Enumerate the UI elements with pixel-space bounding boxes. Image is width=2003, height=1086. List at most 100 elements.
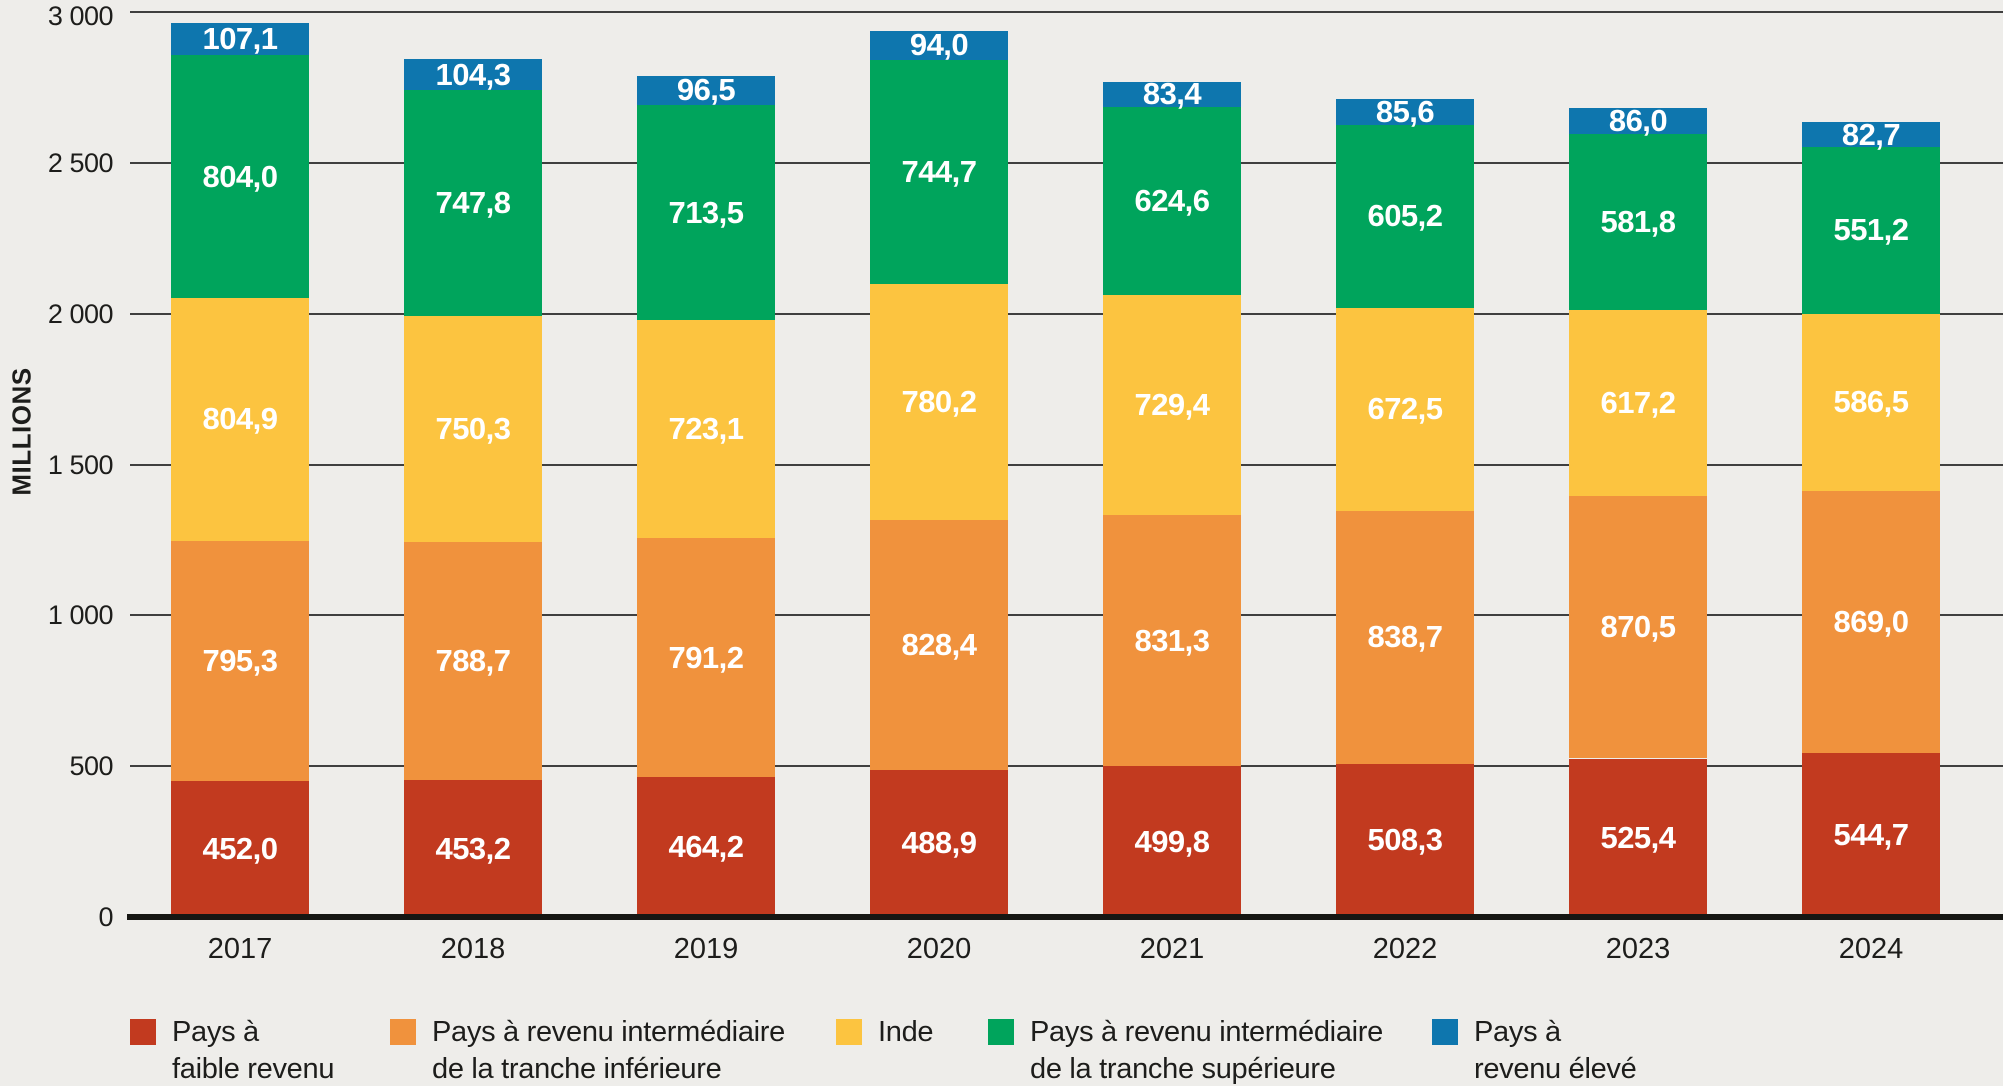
bar-value-label: 788,7	[435, 643, 511, 679]
bar-segment: 869,0	[1802, 490, 1940, 753]
bar-value-label: 729,4	[1134, 387, 1210, 423]
bar-value-label: 85,6	[1375, 94, 1435, 130]
bar-segment: 624,6	[1103, 106, 1241, 296]
gridline	[130, 765, 2003, 768]
legend-label: Pays à revenu élevé	[1474, 1014, 1637, 1086]
bar-segment: 96,5	[637, 72, 775, 107]
legend-label-line: faible revenu	[172, 1053, 335, 1085]
bar-value-label: 94,0	[909, 27, 969, 63]
bar-value-label: 452,0	[202, 830, 278, 866]
legend-label: Pays à revenu intermédiaire de la tranche…	[432, 1014, 785, 1086]
bar-segment: 744,7	[870, 59, 1008, 285]
bar-value-label: 831,3	[1134, 622, 1210, 658]
bar-value-label: 96,5	[676, 72, 736, 108]
x-axis-tick-label: 2020	[906, 933, 972, 965]
bar-value-label: 804,9	[202, 401, 278, 437]
bar-segment: 551,2	[1802, 147, 1940, 314]
bar-segment: 672,5	[1336, 307, 1474, 511]
bar-segment: 499,8	[1103, 766, 1241, 917]
y-axis-tick-label: 500	[69, 751, 113, 782]
x-axis-tick-label: 2017	[207, 933, 273, 965]
bar-segment: 747,8	[404, 90, 542, 316]
gridline	[130, 614, 2003, 617]
bar-value-label: 508,3	[1367, 822, 1443, 858]
bar-segment: 85,6	[1336, 94, 1474, 129]
bar-value-label: 107,1	[202, 21, 278, 57]
bar-value-label: 488,9	[901, 825, 977, 861]
bar-segment: 828,4	[870, 519, 1008, 770]
bar-value-label: 453,2	[435, 830, 511, 866]
bar-value-label: 544,7	[1833, 816, 1909, 852]
legend-label-line: Pays à revenu intermédiaire	[432, 1016, 785, 1048]
bar-segment: 804,9	[171, 297, 309, 541]
legend-label-line: Pays à revenu intermédiaire	[1030, 1016, 1383, 1048]
gridline	[130, 11, 2003, 13]
legend-swatch	[988, 1019, 1014, 1045]
legend-label-line: de la tranche inférieure	[432, 1053, 722, 1085]
bar-segment: 508,3	[1336, 763, 1474, 917]
legend-item: Pays à revenu intermédiaire de la tranche…	[988, 1014, 1383, 1086]
bar-segment: 464,2	[637, 776, 775, 917]
bar-value-label: 869,0	[1833, 603, 1909, 639]
bar-value-label: 672,5	[1367, 391, 1443, 427]
gridline	[130, 312, 2003, 315]
bar-value-label: 747,8	[435, 185, 511, 221]
legend-swatch	[390, 1019, 416, 1045]
legend-label-line: Inde	[878, 1016, 934, 1048]
bar-segment: 713,5	[637, 104, 775, 321]
bar-value-label: 838,7	[1367, 619, 1443, 655]
legend-label: Pays à faible revenu	[172, 1014, 334, 1086]
bar-segment: 104,3	[404, 56, 542, 92]
bar-segment: 795,3	[171, 540, 309, 781]
x-axis-tick-label: 2019	[673, 933, 739, 965]
bar-segment: 452,0	[171, 780, 309, 917]
bar-value-label: 624,6	[1134, 183, 1210, 219]
y-axis-tick-label: 0	[98, 902, 113, 932]
legend-label-line: revenu élevé	[1474, 1053, 1637, 1085]
bar-value-label: 104,3	[435, 56, 511, 92]
bar-segment: 723,1	[637, 320, 775, 539]
bar-value-label: 617,2	[1600, 384, 1676, 420]
legend-label: Pays à revenu intermédiaire de la tranche…	[1030, 1014, 1383, 1086]
y-axis-tick-label: 1 000	[47, 600, 114, 631]
bar-value-label: 795,3	[202, 642, 278, 678]
legend-swatch	[836, 1019, 862, 1045]
bar-segment: 838,7	[1336, 510, 1474, 764]
legend-swatch	[1432, 1019, 1458, 1045]
bar-segment: 83,4	[1103, 76, 1241, 111]
bar-segment: 544,7	[1802, 752, 1940, 917]
legend-item: Pays à faible revenu	[130, 1014, 334, 1086]
bar-value-label: 551,2	[1833, 212, 1909, 248]
legend-label-line: Pays à	[1474, 1016, 1561, 1048]
x-axis-tick-label: 2021	[1139, 933, 1205, 965]
bar-value-label: 82,7	[1841, 116, 1901, 152]
bar-value-label: 870,5	[1600, 609, 1676, 645]
bar-segment: 831,3	[1103, 515, 1241, 767]
bar-segment: 780,2	[870, 284, 1008, 520]
bar-segment: 791,2	[637, 538, 775, 777]
bar-value-label: 713,5	[668, 194, 744, 230]
x-axis-tick-label: 2024	[1838, 933, 1904, 965]
bar-value-label: 828,4	[901, 626, 977, 662]
x-axis-tick-label: 2023	[1605, 933, 1671, 965]
bar-value-label: 525,4	[1600, 819, 1676, 855]
bar-value-label: 605,2	[1367, 198, 1443, 234]
legend-label-line: de la tranche supérieure	[1030, 1053, 1336, 1085]
bar-value-label: 581,8	[1600, 203, 1676, 239]
bar-segment: 107,1	[171, 21, 309, 57]
bar-segment: 788,7	[404, 542, 542, 781]
bar-value-label: 86,0	[1608, 103, 1668, 139]
y-axis-tick-label: 1 500	[47, 449, 114, 480]
bar-value-label: 744,7	[901, 153, 977, 189]
legend-label: Inde	[878, 1014, 934, 1051]
bar-value-label: 723,1	[668, 411, 744, 447]
bar-segment: 453,2	[404, 780, 542, 917]
y-axis-tick-label: 2 500	[47, 147, 114, 178]
bar-segment: 488,9	[870, 769, 1008, 917]
y-axis-title: MILLIONS	[6, 367, 37, 496]
bar-segment: 86,0	[1569, 103, 1707, 138]
bar-value-label: 780,2	[901, 383, 977, 419]
legend-swatch	[130, 1019, 156, 1045]
bar-segment: 750,3	[404, 316, 542, 543]
